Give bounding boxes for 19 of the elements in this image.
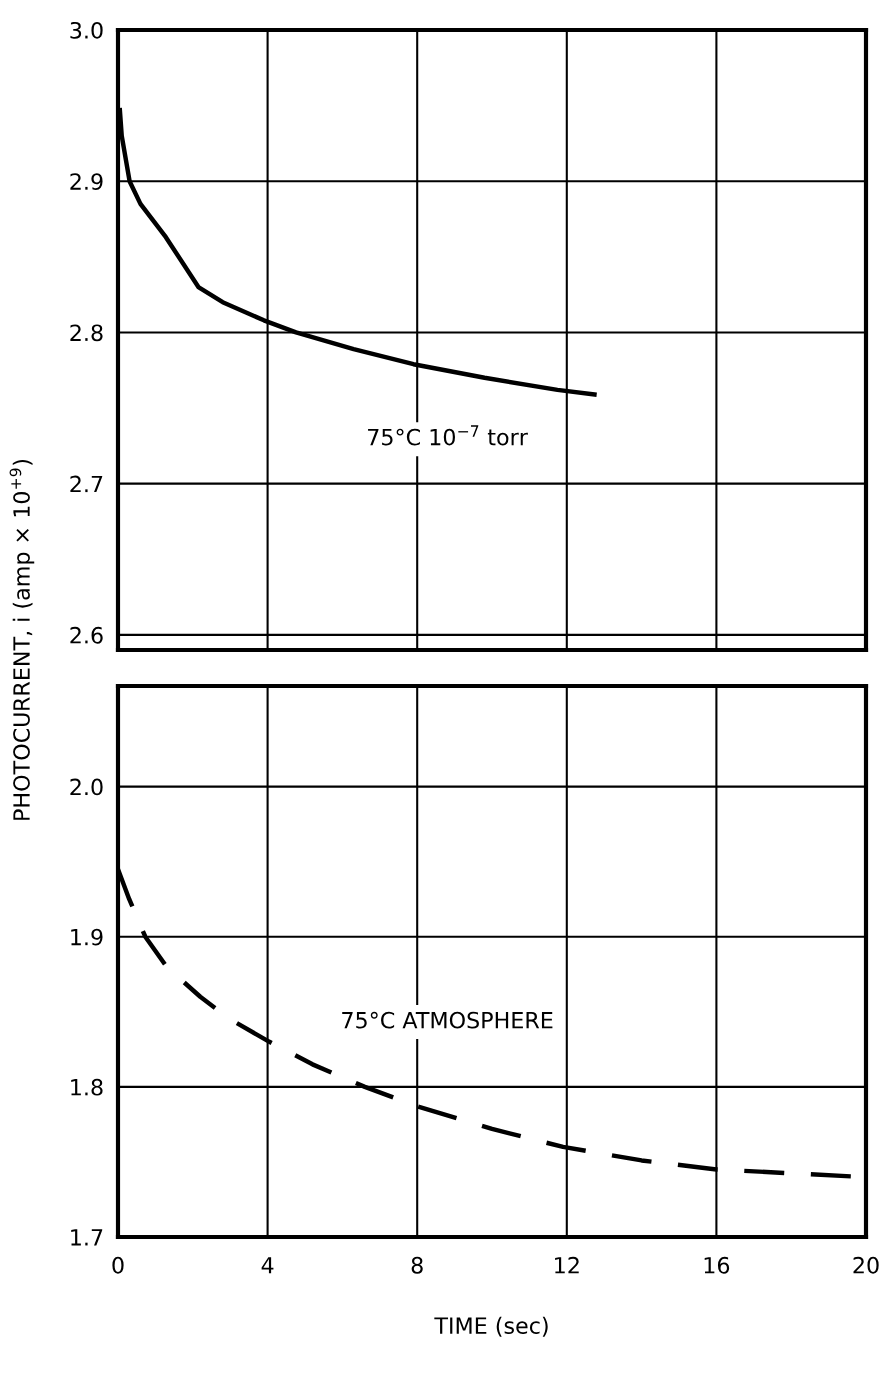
y-tick-label: 2.0: [70, 778, 103, 796]
y-tick-label: 2.7: [70, 475, 103, 493]
y-tick-label: 2.8: [70, 324, 103, 342]
x-tick-label: 4: [261, 1257, 274, 1274]
x-tick-label: 20: [853, 1256, 879, 1274]
text: 75°C ATMOSPHERE: [342, 1011, 553, 1029]
x-tick-label: 16: [704, 1256, 730, 1274]
x-tick-label: 0: [112, 1256, 124, 1274]
series-label: 75°C 10$^{−7}$ torr: [368, 425, 528, 446]
x-axis-title: TIME (sec): [434, 1316, 548, 1337]
y-tick-label: 1.9: [71, 928, 103, 946]
x-tick-label: 8: [411, 1256, 423, 1274]
y-tick-label: 1.8: [71, 1078, 103, 1096]
y-tick-label: 1.7: [71, 1229, 103, 1246]
x-tick-label: 12: [555, 1256, 579, 1274]
y-tick-label: 2.9: [70, 173, 103, 190]
y-axis-title: PHOTOCURRENT, i (amp × 10$^{+9}$): [9, 459, 35, 820]
y-tick-label: 2.6: [70, 626, 103, 644]
y-tick-label: 3.0: [70, 21, 103, 39]
